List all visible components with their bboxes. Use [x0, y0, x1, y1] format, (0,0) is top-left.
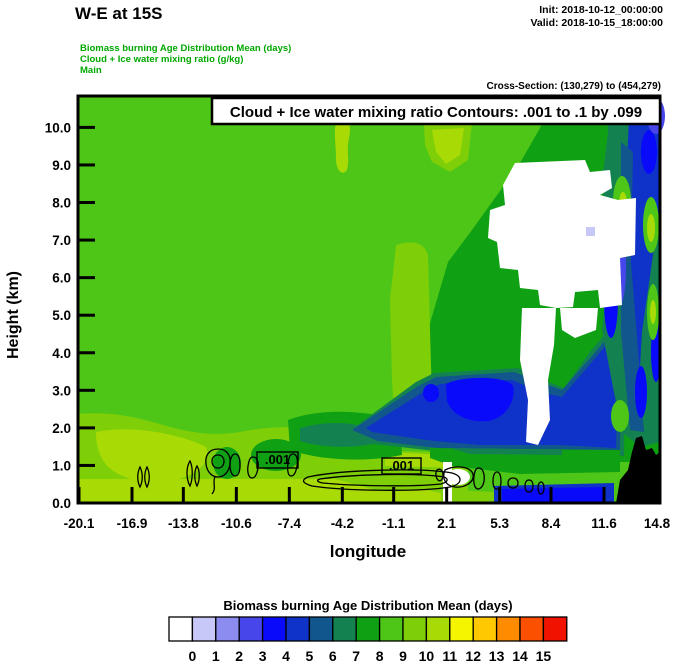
- contour-lines: .001 .001: [137, 448, 545, 495]
- x-tick-label: 14.8: [644, 516, 671, 531]
- colorbar-cell: [542, 616, 568, 642]
- colorbar-tick-label: 14: [512, 648, 528, 664]
- colorbar-tick-label: 11: [442, 648, 457, 664]
- colorbar-cell: [191, 616, 217, 642]
- colorbar-tick-label: 0: [189, 648, 197, 664]
- colorbar-cell: [355, 616, 381, 642]
- boxed-plot-title: Cloud + Ice water mixing ratio Contours:…: [210, 96, 662, 126]
- colorbar-cell: [168, 616, 194, 642]
- colorbar-cell: [472, 616, 498, 642]
- x-tick-label: 11.6: [591, 516, 617, 531]
- colorbar-cell: [285, 616, 311, 642]
- colorbar-cell: [215, 616, 240, 642]
- colorbar-tick-label: 12: [465, 648, 481, 664]
- colorbar-cell: [378, 616, 404, 642]
- page-title: W-E at 15S: [75, 4, 163, 23]
- valid-timestamp: Valid: 2018-10-15_18:00:00: [530, 17, 663, 29]
- colorbar-cell: [425, 616, 451, 642]
- field-annotation-fill: Biomass burning Age Distribution Mean (d…: [80, 43, 291, 54]
- y-tick-label: 9.0: [52, 158, 71, 173]
- x-tick-label: 5.3: [490, 516, 509, 531]
- y-tick-label: 7.0: [52, 233, 71, 248]
- colorbar-cell: [238, 616, 264, 642]
- colorbar-cell: [519, 616, 545, 642]
- axis-tick-labels: 0.0 1.0 2.0 3.0 4.0 5.0 6.0 7.0 8.0 9.0 10.0 -20.1 -…: [45, 120, 671, 531]
- y-tick-label: 2.0: [52, 421, 71, 436]
- y-axis-label: Height (km): [5, 271, 22, 359]
- colorbar-tick-label: 6: [329, 648, 337, 664]
- y-tick-label: 1.0: [52, 458, 71, 473]
- colorbar-cell: [332, 616, 357, 642]
- colorbar-tick-label: 15: [536, 648, 552, 664]
- colorbar-cell: [402, 616, 428, 642]
- x-tick-label: -16.9: [117, 516, 148, 531]
- contour-label: .001: [389, 458, 414, 473]
- y-tick-label: 10.0: [45, 120, 71, 135]
- field-annotation-contour: Cloud + Ice water mixing ratio (g/kg): [80, 54, 243, 65]
- x-tick-label: -13.8: [168, 516, 199, 531]
- x-tick-label: 8.4: [542, 516, 561, 531]
- colorbar-tick-label: 10: [419, 648, 435, 664]
- colorbar-tick-label: 4: [282, 648, 290, 664]
- y-tick-label: 8.0: [52, 196, 71, 211]
- colorbar-tick-label: 8: [376, 648, 384, 664]
- colorbar-tick-label: 9: [399, 648, 407, 664]
- init-timestamp: Init: 2018-10-12_00:00:00: [539, 4, 663, 16]
- x-tick-label: -20.1: [64, 516, 95, 531]
- plot-frame-and-ticks: [76, 94, 662, 505]
- x-tick-label: -1.1: [382, 516, 406, 531]
- colorbar-title: Biomass burning Age Distribution Mean (d…: [223, 598, 512, 613]
- y-tick-label: 4.0: [52, 346, 71, 361]
- colorbar-cell: [495, 616, 521, 642]
- y-tick-label: 3.0: [52, 383, 71, 398]
- field-annotation-domain: Main: [80, 65, 102, 76]
- x-tick-label: 2.1: [437, 516, 456, 531]
- colorbar-cell: [261, 616, 287, 642]
- x-tick-label: -4.2: [331, 516, 354, 531]
- contour-label: .001: [265, 452, 290, 467]
- colorbar-tick-label: 2: [235, 648, 243, 664]
- colorbar-tick-label: 7: [352, 648, 360, 664]
- colorbar: 0 1 2 3 4 5 6 7 8 9 10 11 12 13 14 15: [168, 616, 568, 664]
- cross-section-note: Cross-Section: (130,279) to (454,279): [486, 81, 661, 92]
- colorbar-tick-label: 13: [489, 648, 505, 664]
- boxed-plot-title-text: Cloud + Ice water mixing ratio Contours:…: [230, 104, 642, 121]
- colorbar-tick-label: 5: [306, 648, 314, 664]
- filled-contour-field: [78, 96, 665, 503]
- colorbar-cell: [449, 616, 474, 642]
- colorbar-cell: [308, 616, 334, 642]
- y-tick-label: 5.0: [52, 308, 71, 323]
- colorbar-tick-label: 1: [212, 648, 220, 664]
- colorbar-tick-label: 3: [259, 648, 267, 664]
- x-axis-label: longitude: [330, 542, 406, 561]
- x-tick-label: -7.4: [278, 516, 302, 531]
- y-tick-label: 6.0: [52, 271, 71, 286]
- y-tick-label: 0.0: [52, 496, 71, 511]
- x-tick-label: -10.6: [221, 516, 252, 531]
